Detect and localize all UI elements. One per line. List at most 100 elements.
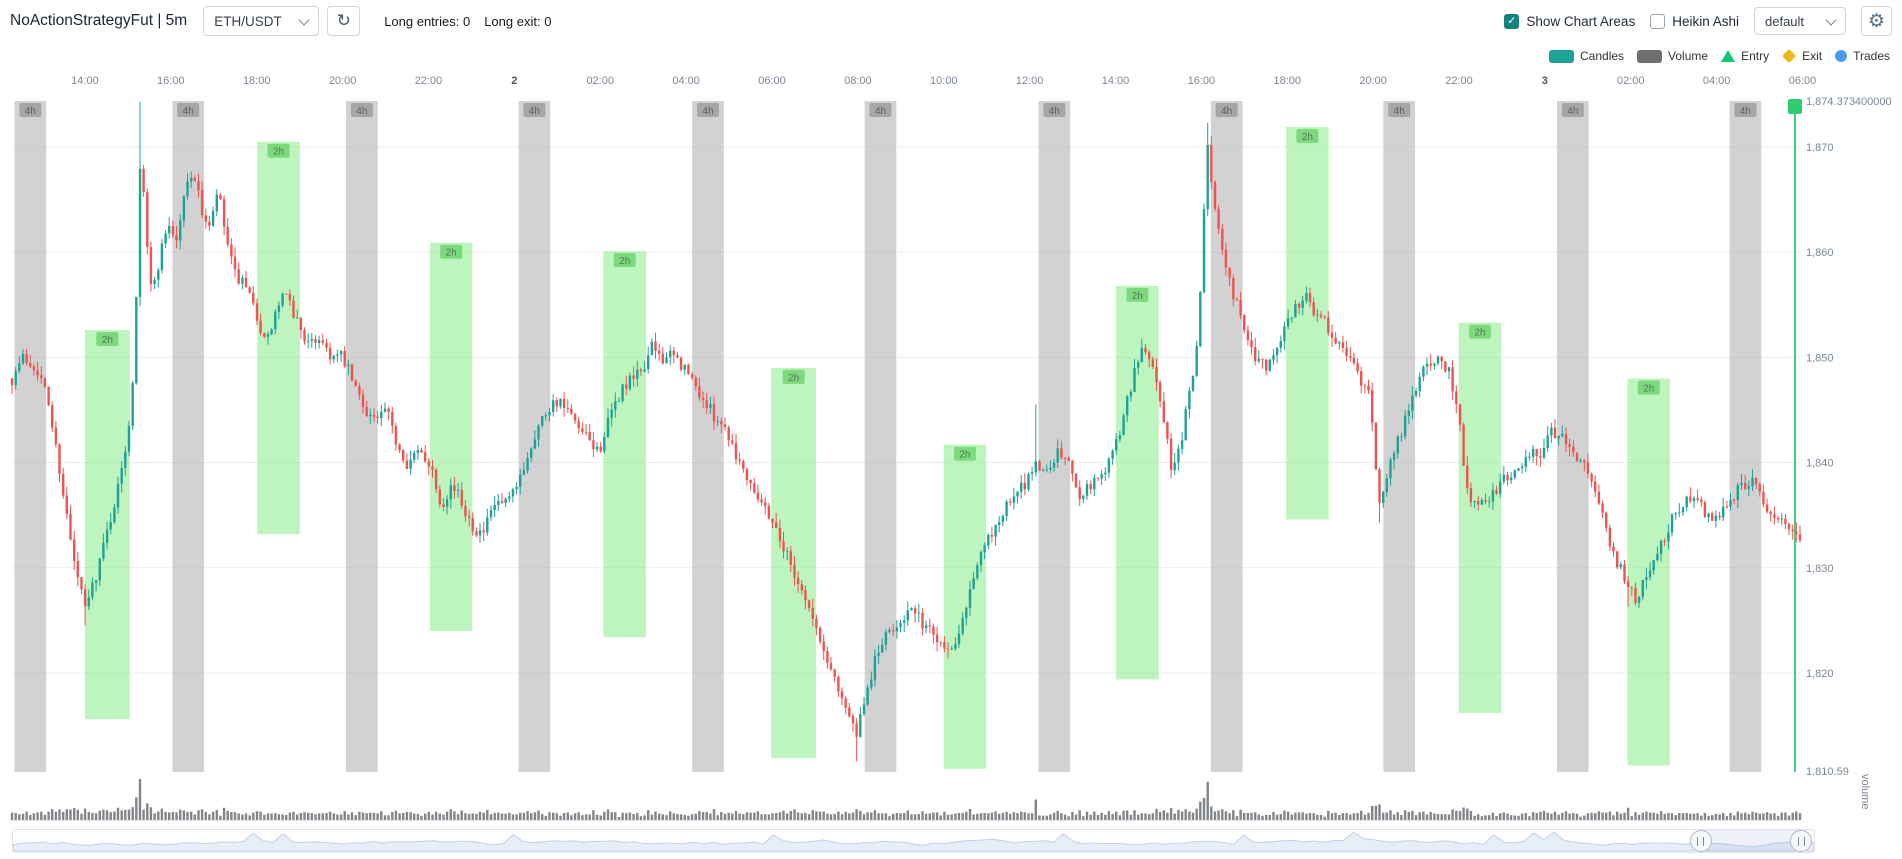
volume-series — [10, 779, 1802, 821]
candlestick-series — [10, 101, 1802, 762]
chart-areas-4h — [14, 101, 1762, 772]
handle-grip-icon — [1697, 836, 1705, 846]
svg-text:1,820: 1,820 — [1806, 668, 1834, 680]
svg-text:14:00: 14:00 — [71, 75, 99, 87]
svg-text:10:00: 10:00 — [930, 75, 958, 87]
svg-text:4h: 4h — [356, 106, 367, 117]
legend-item-exit[interactable]: Exit — [1782, 48, 1823, 64]
svg-text:3: 3 — [1542, 75, 1548, 87]
svg-text:04:00: 04:00 — [1703, 75, 1731, 87]
price-chart[interactable]: 4h 4h 4h 4h 4h 4h 4h 4h 4h 4h 4h 2h 2h 2h 2h 2h 2h 2h 2h 2h… — [0, 68, 1902, 828]
svg-text:1,850: 1,850 — [1806, 352, 1834, 364]
axes: 1,870 1,860 1,850 1,840 1,830 1,820 1,874.3734… — [71, 75, 1891, 809]
chevron-down-icon — [1825, 13, 1837, 26]
svg-text:1,840: 1,840 — [1806, 458, 1834, 470]
svg-text:1,874.373400000: 1,874.373400000 — [1806, 96, 1892, 108]
chart-areas-2h — [84, 127, 1671, 769]
svg-text:4h: 4h — [1567, 106, 1578, 117]
legend-label: Exit — [1802, 49, 1823, 63]
svg-text:2h: 2h — [619, 256, 630, 267]
current-price-marker — [1788, 99, 1802, 772]
legend-item-volume[interactable]: Volume — [1637, 49, 1708, 63]
svg-text:22:00: 22:00 — [1445, 75, 1473, 87]
svg-text:18:00: 18:00 — [243, 75, 271, 87]
pair-select[interactable]: ETH/USDT — [203, 6, 320, 36]
svg-text:12:00: 12:00 — [1016, 75, 1044, 87]
chevron-down-icon — [298, 13, 310, 26]
plot-config-select[interactable]: default — [1754, 7, 1846, 35]
show-chart-areas-checkbox[interactable]: ✓ — [1504, 13, 1520, 29]
svg-text:2h: 2h — [1643, 383, 1654, 394]
svg-text:2h: 2h — [1132, 291, 1143, 302]
svg-text:2h: 2h — [273, 147, 284, 158]
show-chart-areas-label: Show Chart Areas — [1526, 13, 1636, 29]
svg-text:2h: 2h — [446, 248, 457, 259]
svg-text:18:00: 18:00 — [1273, 75, 1301, 87]
legend-label: Volume — [1668, 49, 1709, 63]
svg-text:20:00: 20:00 — [329, 75, 357, 87]
legend-item-entry[interactable]: Entry — [1721, 49, 1769, 63]
refresh-icon: ↻ — [336, 11, 351, 30]
chart-legend: Candles Volume Entry Exit Trades — [1549, 44, 1890, 68]
legend-label: Entry — [1741, 49, 1770, 63]
long-exit-label: Long exit: 0 — [484, 13, 552, 29]
gear-icon: ⚙ — [1867, 10, 1886, 32]
legend-label: Candles — [1580, 49, 1625, 63]
svg-text:4h: 4h — [702, 106, 713, 117]
datazoom-history-silhouette — [13, 831, 1814, 852]
svg-text:4h: 4h — [529, 106, 540, 117]
candles-swatch — [1549, 49, 1574, 63]
svg-text:1,870: 1,870 — [1806, 142, 1834, 154]
refresh-button[interactable]: ↻ — [327, 6, 361, 36]
svg-text:1,830: 1,830 — [1806, 563, 1834, 575]
entry-triangle-icon — [1721, 50, 1736, 62]
datazoom-right-handle[interactable] — [1790, 830, 1813, 852]
settings-button[interactable]: ⚙ — [1861, 6, 1892, 36]
svg-text:1,810.59: 1,810.59 — [1806, 766, 1849, 778]
handle-grip-icon — [1797, 836, 1805, 846]
svg-text:06:00: 06:00 — [1789, 75, 1817, 87]
topbar-right-controls: ✓ Show Chart Areas Heikin Ashi default ⚙ — [1504, 6, 1892, 36]
heikin-ashi-label: Heikin Ashi — [1672, 13, 1739, 29]
legend-label: Trades — [1853, 49, 1890, 63]
svg-text:2: 2 — [511, 75, 517, 87]
svg-text:02:00: 02:00 — [1617, 75, 1645, 87]
svg-text:04:00: 04:00 — [672, 75, 700, 87]
exit-diamond-icon — [1782, 48, 1797, 64]
svg-text:2h: 2h — [959, 450, 970, 461]
area-labels: 4h 4h 4h 4h 4h 4h 4h 4h 4h 4h 4h 2h 2h 2h 2h 2h 2h 2h 2h 2h… — [19, 103, 1757, 461]
svg-text:2h: 2h — [788, 373, 799, 384]
datazoom-selected-window[interactable] — [1700, 830, 1802, 852]
legend-item-candles[interactable]: Candles — [1549, 49, 1624, 63]
svg-text:16:00: 16:00 — [1188, 75, 1216, 87]
svg-text:22:00: 22:00 — [415, 75, 443, 87]
heikin-ashi-checkbox[interactable] — [1650, 13, 1666, 29]
svg-text:2h: 2h — [102, 335, 113, 346]
volume-swatch — [1637, 49, 1663, 63]
trades-circle-icon — [1835, 50, 1848, 62]
heikin-ashi-toggle[interactable]: Heikin Ashi — [1650, 13, 1739, 29]
plot-config-value: default — [1765, 13, 1805, 29]
datazoom-slider[interactable] — [12, 829, 1815, 853]
long-entries-label: Long entries: 0 — [384, 13, 471, 29]
svg-text:4h: 4h — [1394, 106, 1405, 117]
last-price-tag — [1788, 99, 1802, 114]
legend-item-trades[interactable]: Trades — [1835, 49, 1890, 63]
svg-text:1,860: 1,860 — [1806, 247, 1834, 259]
svg-text:2h: 2h — [1474, 328, 1485, 339]
svg-text:14:00: 14:00 — [1102, 75, 1130, 87]
svg-text:volume: volume — [1859, 774, 1871, 809]
svg-text:4h: 4h — [25, 106, 36, 117]
topbar: NoActionStrategyFut | 5m ETH/USDT ↻ Long… — [0, 0, 1902, 42]
pair-select-value: ETH/USDT — [214, 13, 282, 29]
price-gridlines — [12, 146, 1800, 674]
svg-text:4h: 4h — [1740, 106, 1751, 117]
show-chart-areas-toggle[interactable]: ✓ Show Chart Areas — [1504, 13, 1636, 29]
strategy-title: NoActionStrategyFut | 5m — [10, 12, 188, 29]
svg-text:4h: 4h — [875, 106, 886, 117]
datazoom-left-handle[interactable] — [1689, 830, 1712, 852]
svg-text:4h: 4h — [183, 106, 194, 117]
svg-text:20:00: 20:00 — [1359, 75, 1387, 87]
svg-text:08:00: 08:00 — [844, 75, 872, 87]
